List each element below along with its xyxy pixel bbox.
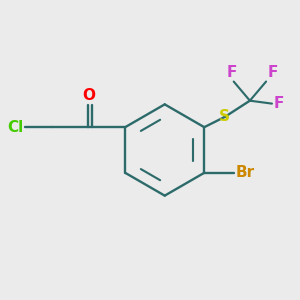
Text: Br: Br: [235, 165, 254, 180]
Text: F: F: [227, 65, 237, 80]
Text: F: F: [273, 96, 284, 111]
Text: Cl: Cl: [8, 120, 24, 135]
Text: F: F: [268, 65, 278, 80]
Text: S: S: [219, 110, 230, 124]
Text: O: O: [82, 88, 95, 103]
